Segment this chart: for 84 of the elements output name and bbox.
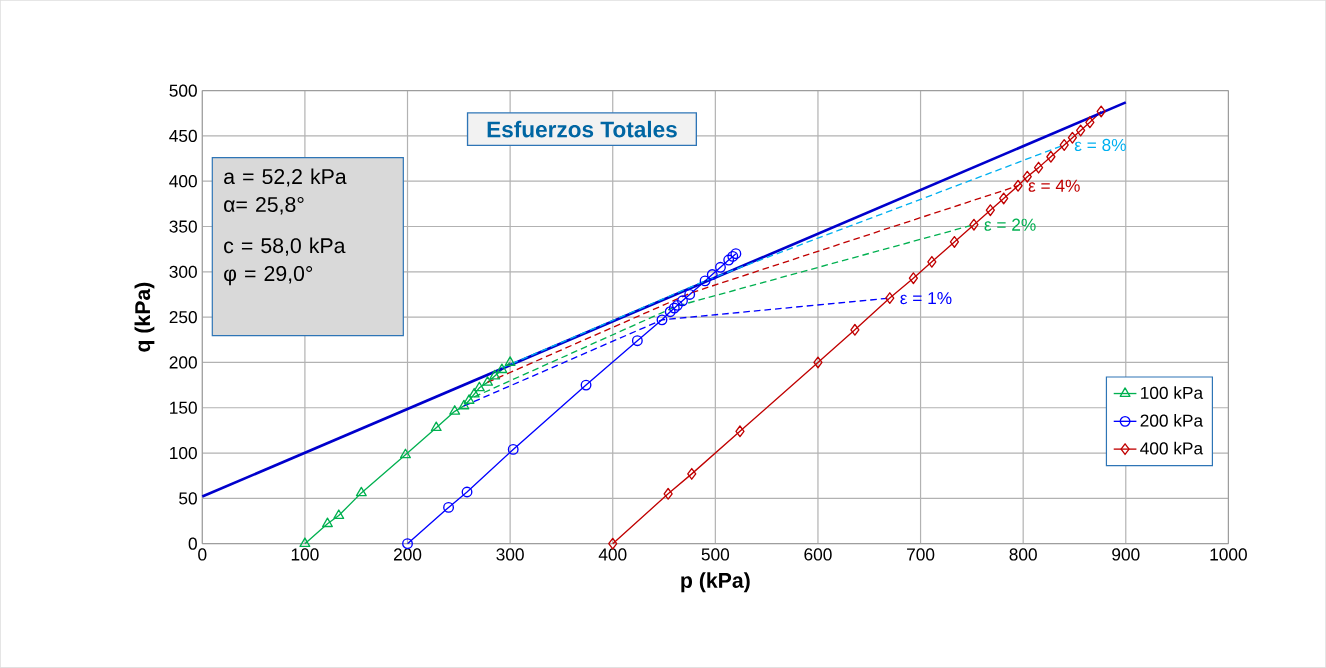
point [664,306,676,318]
annotation: ε = 4% [1028,179,1080,192]
point [1046,150,1056,163]
point [507,443,519,455]
point [1022,170,1032,183]
x-tick-label: 100 [291,548,319,561]
legend-label: 400 kPa [1140,441,1204,455]
point [333,509,345,520]
y-tick-label: 100 [170,446,197,460]
annotation: ε = 8% [1074,138,1126,152]
point [321,517,333,528]
point [1033,161,1044,174]
point [631,335,643,347]
point [699,275,711,287]
y-tick-label: 300 [169,265,197,278]
point [735,425,745,438]
point [687,467,697,480]
annotation: c = 58,0 kPa [224,237,346,256]
y-tick-label: 250 [169,311,197,324]
point [355,486,367,497]
annotation: ε = 1% [900,292,952,305]
point [723,254,735,266]
point [985,204,995,217]
point [999,192,1009,205]
x-axis-title: p (kPa) [681,572,750,593]
y-axis-title: q (kPa) [134,282,155,352]
point [430,421,442,432]
point [1013,179,1023,192]
point [473,381,485,392]
x-tick-label: 500 [701,548,730,561]
point [656,314,668,326]
point [482,376,494,386]
y-tick-label: 200 [169,356,197,369]
point [1096,105,1106,118]
x-tick-label: 0 [198,548,207,561]
point [299,537,311,548]
y-tick-label: 350 [169,220,197,233]
x-tick-label: 200 [393,548,422,561]
x-tick-label: 700 [907,548,935,561]
x-tick-label: 1000 [1210,548,1247,561]
point [580,379,592,391]
point [949,235,960,248]
point [449,405,461,415]
point [443,501,455,513]
legend-label: 200 kPa [1140,414,1204,427]
point [885,292,895,305]
legend-label: 100 kPa [1141,386,1204,399]
y-tick-label: 0 [188,537,197,550]
point [468,387,480,398]
y-tick-label: 500 [169,84,197,97]
point [463,394,475,404]
point [908,272,919,285]
text: Esfuerzos Totales [487,120,677,138]
point [715,261,726,273]
point [461,486,473,498]
y-tick-label: 400 [169,175,197,188]
x-tick-label: 800 [1009,548,1037,561]
point [504,356,516,366]
x-tick-label: 300 [496,548,524,561]
point [399,448,411,459]
point [1075,124,1086,137]
annotation: ε = 2% [984,218,1036,231]
annotation: φ = 29,0° [224,266,313,286]
x-tick-label: 900 [1112,548,1140,561]
point [969,218,979,231]
point [677,295,688,307]
point [850,323,860,336]
annotation: a = 52,2 kPa [224,168,347,187]
point [1085,116,1095,129]
x-tick-label: 400 [598,548,627,561]
x-tick-label: 600 [804,548,832,561]
point [1059,139,1069,151]
y-tick-label: 150 [170,401,197,414]
point [684,289,696,300]
y-tick-label: 450 [169,129,197,143]
point [706,269,718,281]
point [927,255,937,268]
point [458,399,470,410]
point [813,356,823,369]
point [663,487,673,500]
point [496,363,508,374]
annotation: α= 25,8° [224,197,304,215]
y-tick-label: 50 [179,492,197,505]
point [489,369,501,380]
